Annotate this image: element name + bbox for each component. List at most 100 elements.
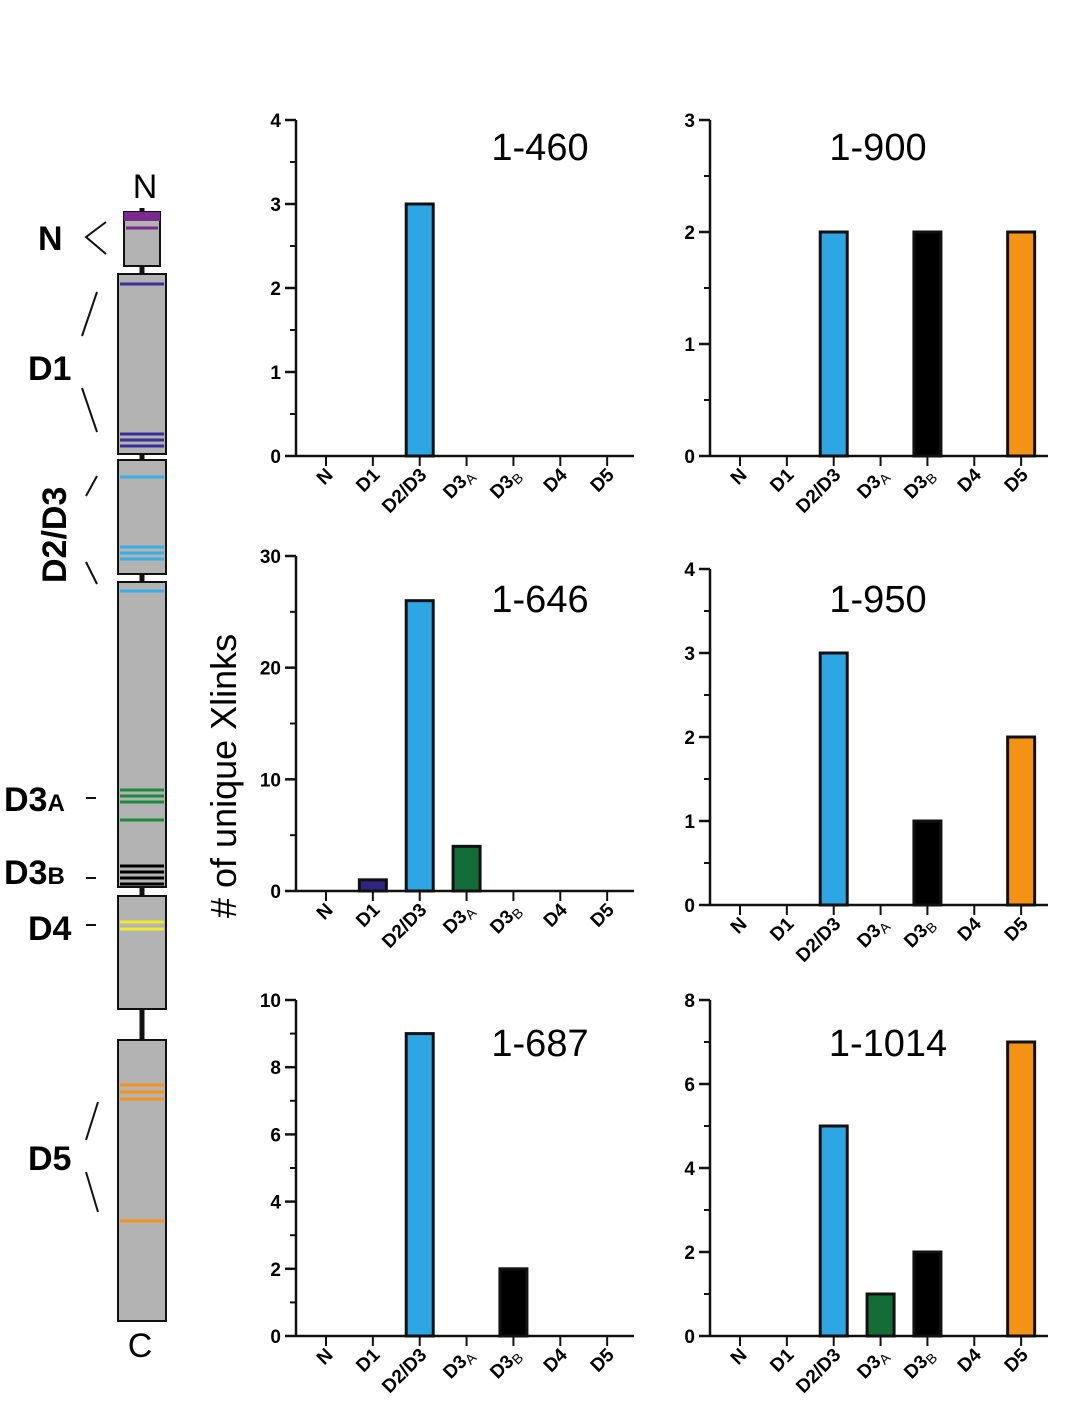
domain-leader-lines (81, 221, 107, 1213)
chart-title: 1-687 (491, 1023, 588, 1065)
x-tick-label-d2-d3: D2/D3 (792, 465, 845, 518)
bar-d5 (1006, 1040, 1037, 1338)
domain-label-n: N (38, 220, 63, 258)
domain-label-d2d3: D2/D3 (36, 487, 74, 583)
x-tick-label-d3a: D3A (439, 899, 480, 940)
y-tick-label: 10 (260, 991, 281, 1012)
x-tick-label-d3a: D3A (853, 1344, 894, 1385)
bar-d3a (451, 844, 482, 893)
y-tick-label: 0 (270, 1327, 281, 1348)
domain-label-d3a: D3A (4, 781, 65, 819)
x-tick-label-n: N (727, 465, 752, 490)
x-tick-label-d5: D5 (587, 1344, 619, 1376)
bar-d5 (1006, 735, 1037, 907)
x-tick-label-n: N (727, 914, 752, 939)
y-tick-label: 0 (270, 447, 281, 468)
bar-d2-d3 (404, 599, 435, 893)
y-tick-label: 6 (270, 1125, 281, 1146)
segment-d3 (117, 581, 167, 888)
x-tick-label-d2-d3: D2/D3 (792, 914, 845, 967)
x-tick-label-d1: D1 (352, 464, 384, 496)
x-tick-label-d3b: D3B (486, 900, 526, 940)
y-tick-label: 3 (684, 111, 695, 132)
y-tick-label: 2 (684, 728, 695, 749)
shared-y-axis-label: # of unique Xlinks (203, 634, 244, 918)
bar-d1 (357, 878, 388, 893)
y-tick-label: 4 (684, 560, 695, 581)
x-tick-label-d1: D1 (352, 1344, 384, 1376)
x-tick-label-n: N (313, 1345, 338, 1370)
y-tick-label: 2 (270, 1260, 281, 1281)
x-tick-label-n: N (313, 900, 338, 925)
y-tick-label: 3 (270, 195, 281, 216)
y-tick-label: 1 (684, 812, 695, 833)
x-tick-label-d3a: D3A (439, 464, 480, 505)
x-tick-label-d3b: D3B (900, 914, 940, 954)
x-tick-label-d4: D4 (954, 913, 986, 945)
y-tick-label: 2 (684, 223, 695, 244)
x-tick-label-d3a: D3A (853, 464, 894, 505)
x-tick-label-d4: D4 (954, 1344, 986, 1376)
x-tick-label-d4: D4 (540, 1344, 572, 1376)
y-tick-label: 8 (270, 1058, 281, 1079)
bar-d5 (1006, 230, 1037, 458)
x-tick-label-d4: D4 (540, 464, 572, 496)
y-tick-label: 0 (684, 1327, 695, 1348)
x-tick-label-d2-d3: D2/D3 (378, 465, 431, 518)
y-tick-label: 1 (684, 335, 695, 356)
segment-d4 (117, 895, 167, 1010)
x-tick-label-d4: D4 (540, 899, 572, 931)
y-tick-label: 4 (270, 1193, 281, 1214)
bar-d3b (912, 819, 943, 907)
c-terminus-label: C (128, 1327, 153, 1365)
bar-d2-d3 (404, 1032, 435, 1338)
y-tick-label: 0 (684, 896, 695, 917)
y-tick-label: 2 (684, 1243, 695, 1264)
x-tick-label-d4: D4 (954, 464, 986, 496)
x-tick-label-n: N (313, 465, 338, 490)
y-tick-label: 3 (684, 644, 695, 665)
bar-d3b (912, 230, 943, 458)
x-tick-label-d2-d3: D2/D3 (792, 1345, 845, 1398)
x-tick-label-d5: D5 (587, 464, 619, 496)
segment-d1 (117, 273, 167, 455)
y-tick-label: 1 (270, 363, 281, 384)
chart-title: 1-646 (491, 579, 588, 621)
x-tick-label-d3b: D3B (486, 465, 526, 505)
x-tick-label-d2-d3: D2/D3 (378, 1345, 431, 1398)
x-tick-label-d5: D5 (1001, 1344, 1033, 1376)
y-tick-label: 0 (270, 882, 281, 903)
x-tick-label-d5: D5 (1001, 913, 1033, 945)
bar-d3a (865, 1292, 896, 1338)
y-tick-label: 0 (684, 447, 695, 468)
x-tick-label-d1: D1 (766, 1344, 798, 1376)
y-tick-label: 4 (684, 1159, 695, 1180)
bar-d2-d3 (818, 651, 849, 907)
x-tick-label-d1: D1 (766, 464, 798, 496)
y-tick-label: 20 (260, 659, 281, 680)
y-tick-label: 2 (270, 279, 281, 300)
segment-d5 (117, 1039, 167, 1322)
x-tick-label-d1: D1 (352, 899, 384, 931)
band-n-top (124, 212, 160, 221)
x-tick-label-d5: D5 (587, 899, 619, 931)
x-tick-label-d3a: D3A (853, 913, 894, 954)
y-tick-label: 8 (684, 991, 695, 1012)
bar-d2-d3 (818, 230, 849, 458)
x-tick-label-d3b: D3B (486, 1345, 526, 1385)
chart-title: 1-950 (829, 579, 926, 621)
domain-label-d5: D5 (28, 1140, 71, 1178)
y-tick-label: 4 (270, 111, 281, 132)
y-tick-label: 6 (684, 1075, 695, 1096)
x-tick-label-d3b: D3B (900, 1345, 940, 1385)
x-tick-label-d2-d3: D2/D3 (378, 900, 431, 953)
n-terminus-label: N (133, 168, 158, 206)
domain-map: N C N D1 D2/D3 D3A D3B D4 D5 (4, 168, 167, 1365)
bar-d3b (912, 1250, 943, 1338)
